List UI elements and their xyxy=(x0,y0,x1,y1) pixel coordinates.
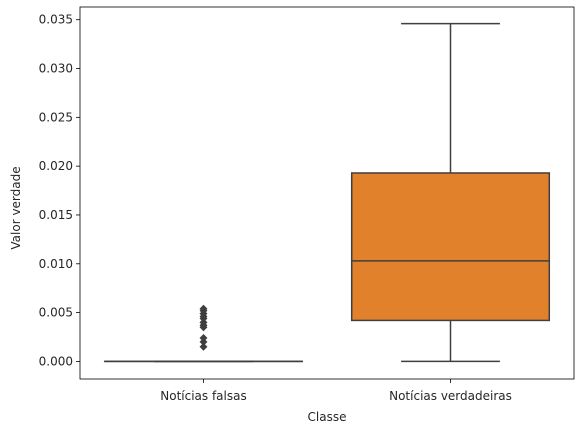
y-tick-label: 0.025 xyxy=(39,110,73,124)
x-tick-label: Notícias verdadeiras xyxy=(389,389,512,403)
outlier-point xyxy=(199,334,208,342)
y-tick-label: 0.005 xyxy=(39,306,73,320)
x-axis-label: Classe xyxy=(308,410,347,424)
y-tick-label: 0.010 xyxy=(39,257,73,271)
box-group xyxy=(103,304,304,363)
box-iqr xyxy=(350,172,551,322)
y-axis-label: Valor verdade xyxy=(9,166,23,249)
box-group xyxy=(350,22,551,363)
y-tick-label: 0.020 xyxy=(39,159,73,173)
box-series xyxy=(103,22,551,363)
outlier-point xyxy=(199,342,208,351)
outlier-point xyxy=(199,304,208,313)
x-tick-label: Notícias falsas xyxy=(160,389,246,403)
y-tick-label: 0.000 xyxy=(39,354,73,368)
y-tick-label: 0.035 xyxy=(39,13,73,27)
y-tick-label: 0.015 xyxy=(39,208,73,222)
x-axis: Notícias falsas Notícias verdadeiras xyxy=(160,379,512,403)
plot-frame xyxy=(79,6,575,380)
y-axis: 0.000 0.005 0.010 0.015 0.020 0.025 0.030 0.035 xyxy=(39,13,80,368)
y-tick-label: 0.030 xyxy=(39,62,73,76)
